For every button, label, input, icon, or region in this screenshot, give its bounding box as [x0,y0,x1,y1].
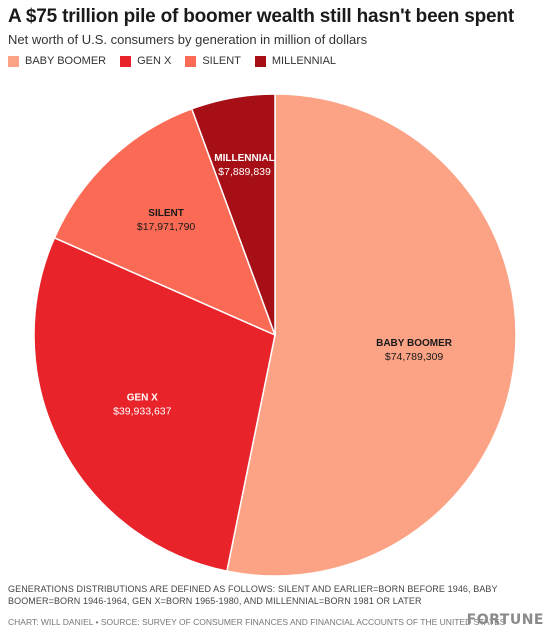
chart-subtitle: Net worth of U.S. consumers by generatio… [8,32,368,47]
legend: BABY BOOMER GEN X SILENT MILLENNIAL [8,55,350,67]
legend-label-millennial: MILLENNIAL [271,55,337,67]
legend-swatch-millennial [254,55,266,67]
pie-slice-millennial [190,93,276,336]
legend-label-silent: SILENT [202,55,241,67]
legend-label-gen-x: GEN X [137,55,172,67]
slice-label-silent: SILENT [148,208,184,219]
legend-swatch-baby-boomer [8,55,19,67]
legend-item-millennial: MILLENNIAL [254,55,337,67]
chart-credit: CHART: WILL DANIEL • SOURCE: SURVEY OF C… [8,617,506,627]
generation-definitions-note: GENERATIONS DISTRIBUTIONS ARE DEFINED AS… [8,584,498,606]
slice-value-millennial: $7,889,839 [218,166,271,178]
legend-label-baby-boomer: BABY BOOMER [25,55,107,67]
legend-item-gen-x: GEN X [120,55,171,67]
legend-item-baby-boomer: BABY BOOMER [8,55,106,67]
legend-item-silent: SILENT [185,55,241,67]
pie-slice-baby-boomer [226,93,517,577]
slice-label-millennial: MILLENNIAL [214,153,275,164]
slice-label-gen-x: GEN X [127,393,158,404]
pie-slice-gen-x [33,236,276,573]
slice-value-gen-x: $39,933,637 [113,406,172,418]
legend-swatch-silent [185,55,197,67]
slice-value-baby-boomer: $74,789,309 [385,351,444,363]
legend-swatch-gen-x [120,55,132,67]
slice-label-baby-boomer: BABY BOOMER [376,338,453,349]
fortune-logo: FORTUNE [466,612,544,628]
slice-value-silent: $17,971,790 [137,221,196,233]
pie-slice-silent [53,107,277,337]
chart-title: A $75 trillion pile of boomer wealth sti… [8,6,514,27]
